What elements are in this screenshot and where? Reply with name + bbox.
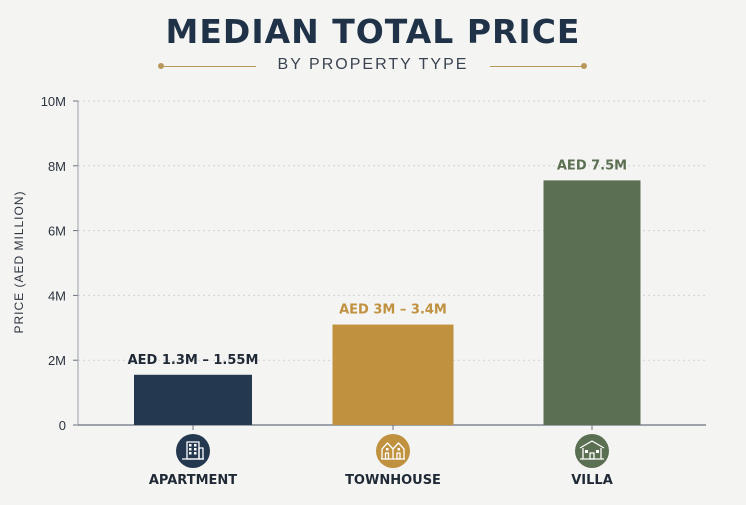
left-deco-line <box>164 66 256 67</box>
y-tick-label: 10M <box>41 94 66 109</box>
data-label: AED 1.3M – 1.55M <box>128 353 259 368</box>
subtitle-row: BY PROPERTY TYPE <box>0 56 746 78</box>
category-label: VILLA <box>571 473 613 488</box>
right-deco-dot <box>581 63 587 69</box>
chart-title: MEDIAN TOTAL PRICE <box>165 12 581 51</box>
y-axis-label: PRICE (AED MILLION) <box>12 190 26 333</box>
y-tick-label: 8M <box>48 159 66 174</box>
category-label: TOWNHOUSE <box>345 473 441 488</box>
apartment-building-icon <box>176 434 210 468</box>
left-deco-dot <box>158 63 164 69</box>
y-tick-label: 4M <box>48 288 66 303</box>
villa-icon <box>575 434 609 468</box>
bar-villa <box>543 180 641 425</box>
category-label: APARTMENT <box>149 473 237 488</box>
icon-badge <box>176 434 210 468</box>
bar-apartment <box>134 374 252 425</box>
icon-badge <box>575 434 609 468</box>
townhouse-icon <box>376 434 410 468</box>
right-deco-line <box>490 66 582 67</box>
y-tick-label: 2M <box>48 353 66 368</box>
y-tick-label: 0 <box>59 418 66 433</box>
data-label: AED 3M – 3.4M <box>339 303 447 318</box>
y-tick-label: 6M <box>48 224 66 239</box>
bar-townhouse <box>332 324 454 425</box>
data-label: AED 7.5M <box>557 158 627 173</box>
chart-subtitle: BY PROPERTY TYPE <box>277 56 469 73</box>
